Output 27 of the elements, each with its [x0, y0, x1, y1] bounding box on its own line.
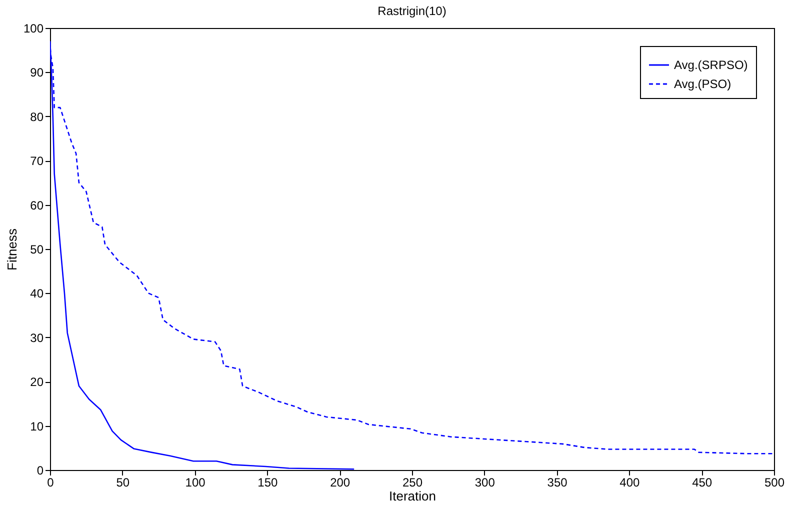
legend-label: Avg.(PSO) [674, 77, 732, 91]
y-tick-label: 40 [30, 286, 44, 301]
x-axis-title: Iteration [389, 488, 436, 504]
y-tick-label: 10 [30, 419, 44, 434]
y-axis-title: Fitness [4, 228, 20, 270]
x-tick-label: 50 [116, 476, 130, 490]
x-tick-label: 200 [330, 476, 350, 490]
y-tick-label: 60 [30, 198, 44, 212]
x-tick-label: 150 [258, 476, 278, 490]
x-tick-label: 250 [402, 476, 423, 490]
x-tick-label: 500 [764, 476, 785, 490]
y-tick-label: 70 [30, 154, 44, 168]
x-tick-label: 300 [474, 476, 496, 490]
x-tick-label: 0 [47, 476, 54, 490]
x-tick-label: 350 [547, 476, 568, 490]
legend-label: Avg.(SRPSO) [674, 58, 748, 72]
y-tick-label: 100 [23, 22, 44, 36]
y-tick-label: 20 [30, 375, 44, 390]
x-tick-label: 100 [185, 476, 206, 490]
y-tick-label: 0 [36, 464, 44, 478]
x-tick-label: 400 [620, 476, 640, 490]
y-tick-label: 90 [30, 66, 44, 80]
y-tick-label: 30 [30, 330, 44, 345]
x-tick-label: 450 [692, 476, 712, 490]
chart-title: Rastrigin(10) [378, 4, 446, 18]
y-tick-label: 80 [30, 110, 44, 124]
y-tick-label: 50 [30, 242, 44, 256]
